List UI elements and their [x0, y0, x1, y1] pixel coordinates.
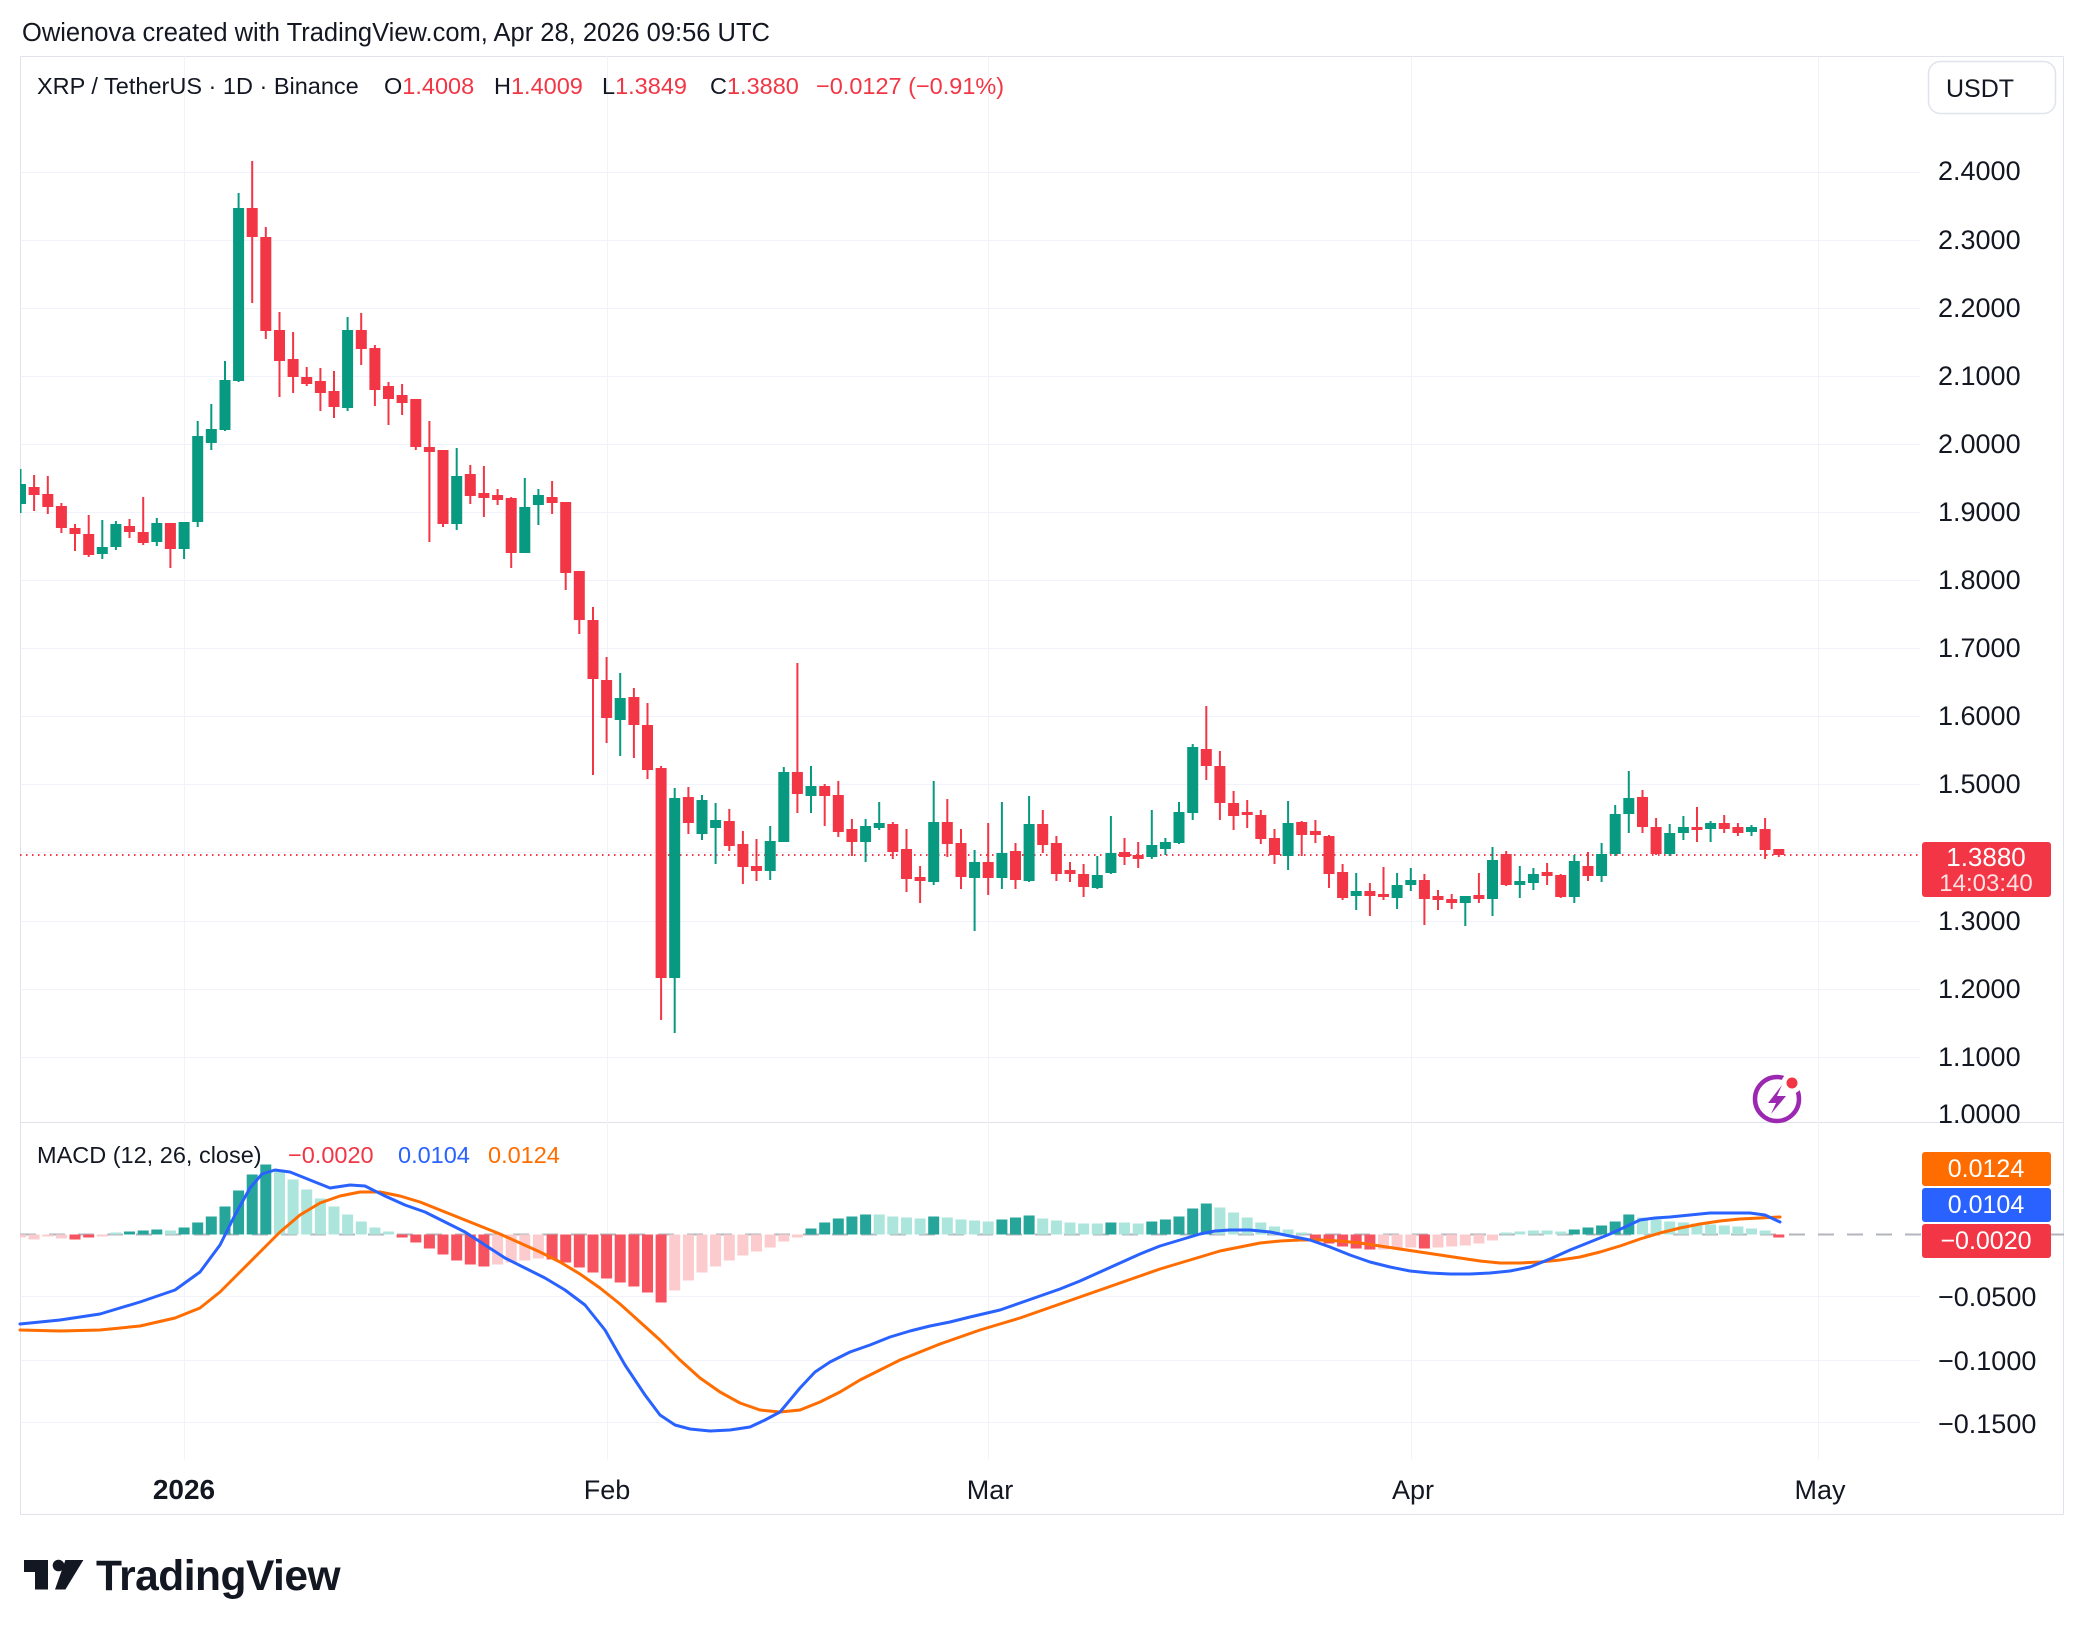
svg-text:2.0000: 2.0000 [1938, 429, 2021, 459]
svg-text:1.1000: 1.1000 [1938, 1042, 2021, 1072]
svg-text:2.4000: 2.4000 [1938, 156, 2021, 186]
svg-text:1.6000: 1.6000 [1938, 701, 2021, 731]
svg-text:−0.0127 (−0.91%): −0.0127 (−0.91%) [816, 73, 1004, 99]
svg-text:H1.4009: H1.4009 [494, 73, 583, 99]
svg-text:−0.0020: −0.0020 [1940, 1227, 2031, 1255]
svg-text:Apr: Apr [1392, 1475, 1434, 1505]
svg-text:MACD (12, 26, close): MACD (12, 26, close) [37, 1142, 262, 1168]
svg-text:1.3880: 1.3880 [1946, 842, 2026, 872]
svg-text:1.3000: 1.3000 [1938, 906, 2021, 936]
svg-text:1.9000: 1.9000 [1938, 497, 2021, 527]
svg-text:USDT: USDT [1946, 75, 2014, 103]
svg-text:0.0124: 0.0124 [488, 1142, 560, 1168]
svg-text:Feb: Feb [584, 1475, 631, 1505]
svg-text:C1.3880: C1.3880 [710, 73, 799, 99]
svg-text:2.1000: 2.1000 [1938, 361, 2021, 391]
svg-text:−0.1500: −0.1500 [1938, 1409, 2036, 1439]
svg-text:O1.4008: O1.4008 [384, 73, 474, 99]
svg-text:1.0000: 1.0000 [1938, 1099, 2021, 1129]
svg-text:−0.0500: −0.0500 [1938, 1282, 2036, 1312]
svg-text:1.5000: 1.5000 [1938, 769, 2021, 799]
svg-text:0.0124: 0.0124 [1948, 1155, 2025, 1183]
svg-text:14:03:40: 14:03:40 [1939, 870, 2032, 897]
svg-text:1.8000: 1.8000 [1938, 565, 2021, 595]
svg-text:0.0104: 0.0104 [398, 1142, 470, 1168]
svg-text:Mar: Mar [967, 1475, 1014, 1505]
svg-text:1.7000: 1.7000 [1938, 633, 2021, 663]
svg-text:XRP / TetherUS · 1D · Binance: XRP / TetherUS · 1D · Binance [37, 73, 359, 99]
svg-text:TradingView: TradingView [96, 1553, 342, 1600]
svg-text:Owienova created with TradingV: Owienova created with TradingView.com, A… [22, 19, 770, 47]
svg-text:1.2000: 1.2000 [1938, 974, 2021, 1004]
svg-text:−0.0020: −0.0020 [288, 1142, 374, 1168]
svg-text:2.2000: 2.2000 [1938, 293, 2021, 323]
svg-text:May: May [1794, 1475, 1846, 1505]
svg-text:L1.3849: L1.3849 [602, 73, 687, 99]
svg-text:0.0104: 0.0104 [1948, 1191, 2025, 1219]
svg-text:2026: 2026 [153, 1474, 215, 1505]
svg-text:2.3000: 2.3000 [1938, 225, 2021, 255]
svg-text:−0.1000: −0.1000 [1938, 1346, 2036, 1376]
